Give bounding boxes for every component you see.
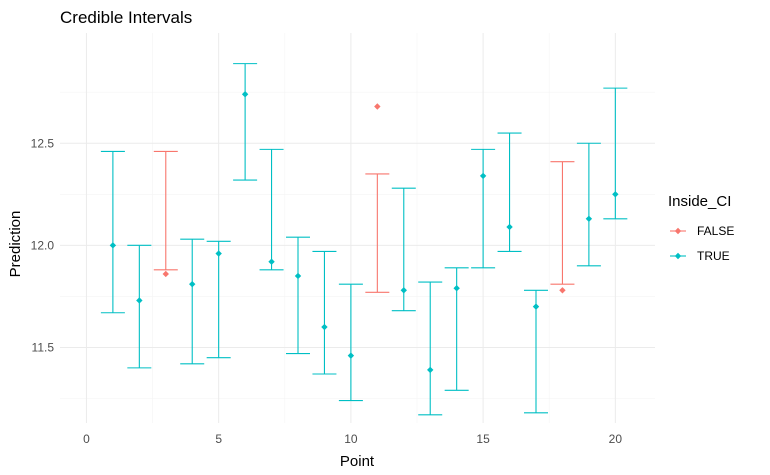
x-tick-label: 20 (609, 432, 623, 446)
errorbar-point-17 (524, 289, 548, 414)
errorbar-point-5 (206, 240, 231, 359)
prediction-point (189, 280, 196, 288)
errorbar-point-7 (259, 148, 284, 271)
prediction-point (162, 270, 169, 278)
x-axis-ticks: 0 5 10 15 20 (83, 432, 622, 446)
errorbar-point-6 (233, 63, 258, 181)
prediction-point (427, 366, 434, 374)
prediction-point (453, 285, 460, 292)
prediction-point (268, 258, 275, 265)
legend-key-point (674, 227, 682, 235)
errorbar-point-15 (471, 148, 496, 269)
legend-label: FALSE (697, 224, 734, 238)
legend: Inside_CI FALSE TRUE (668, 193, 734, 263)
y-axis-title: Prediction (7, 211, 24, 278)
prediction-point (479, 172, 487, 180)
errorbar-point-16 (497, 132, 522, 253)
prediction-point (321, 323, 328, 331)
errorbar-point-18 (550, 161, 575, 294)
plot-marks (100, 63, 628, 416)
errorbar-point-12 (391, 187, 416, 312)
errorbar-point-8 (286, 236, 310, 355)
prediction-point (559, 287, 566, 294)
prediction-point (374, 103, 381, 110)
errorbar-point-9 (312, 250, 337, 375)
legend-entry-false: FALSE (670, 224, 734, 238)
grid (60, 33, 655, 423)
y-tick-label: 11.5 (32, 340, 55, 354)
errorbar-point-14 (444, 267, 469, 391)
errorbar-point-10 (338, 283, 363, 402)
legend-title: Inside_CI (668, 193, 731, 210)
prediction-point (109, 242, 117, 249)
y-tick-label: 12.5 (31, 136, 55, 150)
chart-title: Credible Intervals (60, 8, 192, 27)
prediction-point (347, 352, 355, 359)
errorbar-point-11 (365, 103, 390, 293)
x-tick-label: 5 (215, 432, 222, 446)
prediction-point (532, 303, 540, 310)
errorbar-point-4 (180, 238, 205, 365)
y-tick-label: 12.0 (31, 238, 55, 252)
prediction-point (612, 191, 619, 198)
x-axis-title: Point (340, 453, 375, 470)
errorbar-point-20 (603, 87, 628, 220)
errorbar-point-2 (127, 244, 152, 369)
prediction-point (585, 215, 593, 223)
x-tick-label: 10 (344, 432, 358, 446)
prediction-point (136, 297, 143, 304)
legend-label: TRUE (697, 249, 730, 263)
errorbar-point-13 (418, 281, 443, 416)
y-axis-ticks: 11.5 12.0 12.5 (31, 136, 55, 354)
prediction-point (241, 91, 249, 98)
prediction-point (400, 287, 407, 294)
errorbar-point-1 (100, 150, 125, 314)
legend-key-point (674, 252, 682, 260)
legend-entry-true: TRUE (670, 249, 730, 263)
errorbar-point-3 (153, 150, 178, 278)
prediction-point (215, 250, 222, 257)
prediction-point (294, 272, 302, 280)
prediction-point (506, 223, 513, 231)
x-tick-label: 0 (83, 432, 90, 446)
x-tick-label: 15 (476, 432, 490, 446)
errorbar-point-19 (576, 142, 601, 267)
